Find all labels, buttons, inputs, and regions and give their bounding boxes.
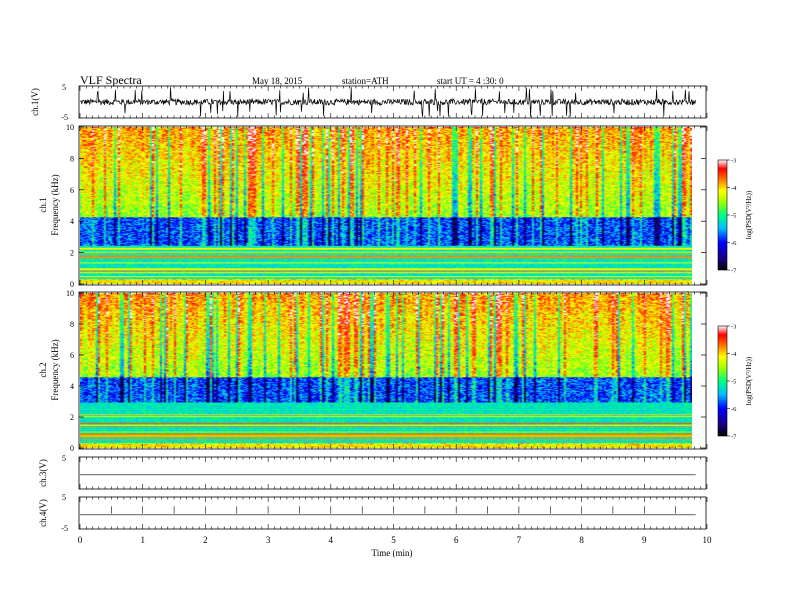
figure-date: May 18, 2015 [252,76,303,86]
time-tick-label: 8 [579,535,584,545]
ch2-ytick-label: 6 [70,351,74,360]
ch1-colorbar-tick-label: -4 [731,185,737,192]
ch2-spectrogram-panel: ch.2 Frequency (kHz) 0 2 4 6 8 10 [38,289,707,453]
ch1-colorbar-gradient [718,160,727,270]
ch4-waveform-line [80,506,696,516]
ch1-yticks: 0 2 4 6 8 10 [66,123,706,289]
ch2-colorbar-tick-label: -4 [731,351,737,358]
ch1-waveform-line [79,87,696,118]
ch1-colorbar-label: log(PSD(V²/Hz)) [745,190,753,239]
time-tick-label: 7 [517,535,522,545]
ch2-colorbar-gradient [718,326,727,436]
ch1-waveform-ylabel: ch.1(V) [30,88,40,116]
ch4-waveform-panel: 5 -5 ch.4(V) [38,493,707,533]
ch3-waveform-panel: 5 ch.3(V) [38,454,707,490]
ch1-ytick-label: 2 [70,249,74,258]
ch1-ytick-label: 6 [70,186,74,195]
ch1-channel-label: ch.1 [38,197,48,212]
ch1-ytick-bottom: -5 [61,113,68,122]
ch2-colorbar-tick-label: -3 [731,324,736,331]
ch1-colorbar-tick-label: -7 [731,268,737,275]
time-axis-label: Time (min) [372,548,413,558]
ch2-colorbar-tick-label: -5 [731,379,736,386]
ch2-colorbar-label: log(PSD(V²/Hz)) [745,356,753,405]
time-tick-label: 6 [454,535,459,545]
ch2-colorbar-tick-label: -7 [731,434,737,441]
time-tick-label: 4 [329,535,334,545]
time-tick-label: 5 [391,535,396,545]
ch1-colorbar-tick-label: -3 [731,158,736,165]
time-tick-label: 1 [140,535,145,545]
ch1-colorbar-tick-label: -5 [731,213,736,220]
ch1-waveform-frame [78,85,707,119]
ch1-ytick-label: 10 [66,123,74,132]
ch4-waveform-ylabel: ch.4(V) [38,499,48,527]
ch2-channel-label: ch.2 [38,362,48,377]
ch1-ytick-top: 5 [62,83,66,92]
ch1-waveform-panel: 5 -5 ch.1(V) [30,83,707,122]
time-tick-label: 0 [78,535,83,545]
time-tick-label: 10 [703,535,713,545]
ch1-colorbar-ticks: -3 -4 -5 -6 -7 [727,158,737,275]
ch2-ytick-label: 2 [70,413,74,422]
ch4-waveform-frame [78,496,707,530]
ch4-ytick-bottom: -5 [61,524,68,533]
time-tick-label: 2 [203,535,208,545]
ch4-ytick-top: 5 [62,493,66,502]
ch1-colorbar-tick-label: -6 [731,240,737,247]
ch2-ytick-label: 0 [70,444,74,453]
ch2-frequency-label: Frequency (kHz) [50,339,60,400]
ch2-spectrogram-frame [78,291,707,450]
ch1-colorbar: -3 -4 -5 -6 -7 log(PSD(V²/Hz)) [717,158,753,275]
ch2-ytick-label: 4 [70,382,74,391]
time-tick-label: 3 [266,535,271,545]
ch1-spectrogram-panel: ch.1 Frequency (kHz) 0 2 4 6 8 10 [38,123,707,289]
ch2-ytick-label: 10 [66,289,74,298]
ch2-colorbar-tick-label: -6 [731,406,737,413]
ch3-waveform-frame [78,456,707,490]
ch2-ytick-label: 8 [70,320,74,329]
time-tick-label: 9 [642,535,647,545]
ch1-spectrogram-image [80,127,692,284]
ch1-frequency-label: Frequency (kHz) [50,174,60,235]
ch3-waveform-ylabel: ch.3(V) [38,459,48,487]
time-axis: 0 1 2 3 4 5 6 7 8 9 10 [78,86,712,545]
ch1-ytick-label: 0 [70,280,74,289]
ch2-colorbar: -3 -4 -5 -6 -7 log(PSD(V²/Hz)) [717,324,753,441]
ch2-spectrogram-image [80,293,692,448]
figure-station: station=ATH [342,76,389,86]
ch3-ytick-top: 5 [62,454,66,463]
ch2-colorbar-ticks: -3 -4 -5 -6 -7 [727,324,737,441]
ch1-ytick-label: 8 [70,154,74,163]
ch1-ytick-label: 4 [70,217,74,226]
ch1-spectrogram-frame [78,125,707,286]
figure-title: VLF Spectra [80,73,142,87]
figure-start-time: start UT = 4 :30: 0 [437,76,504,86]
